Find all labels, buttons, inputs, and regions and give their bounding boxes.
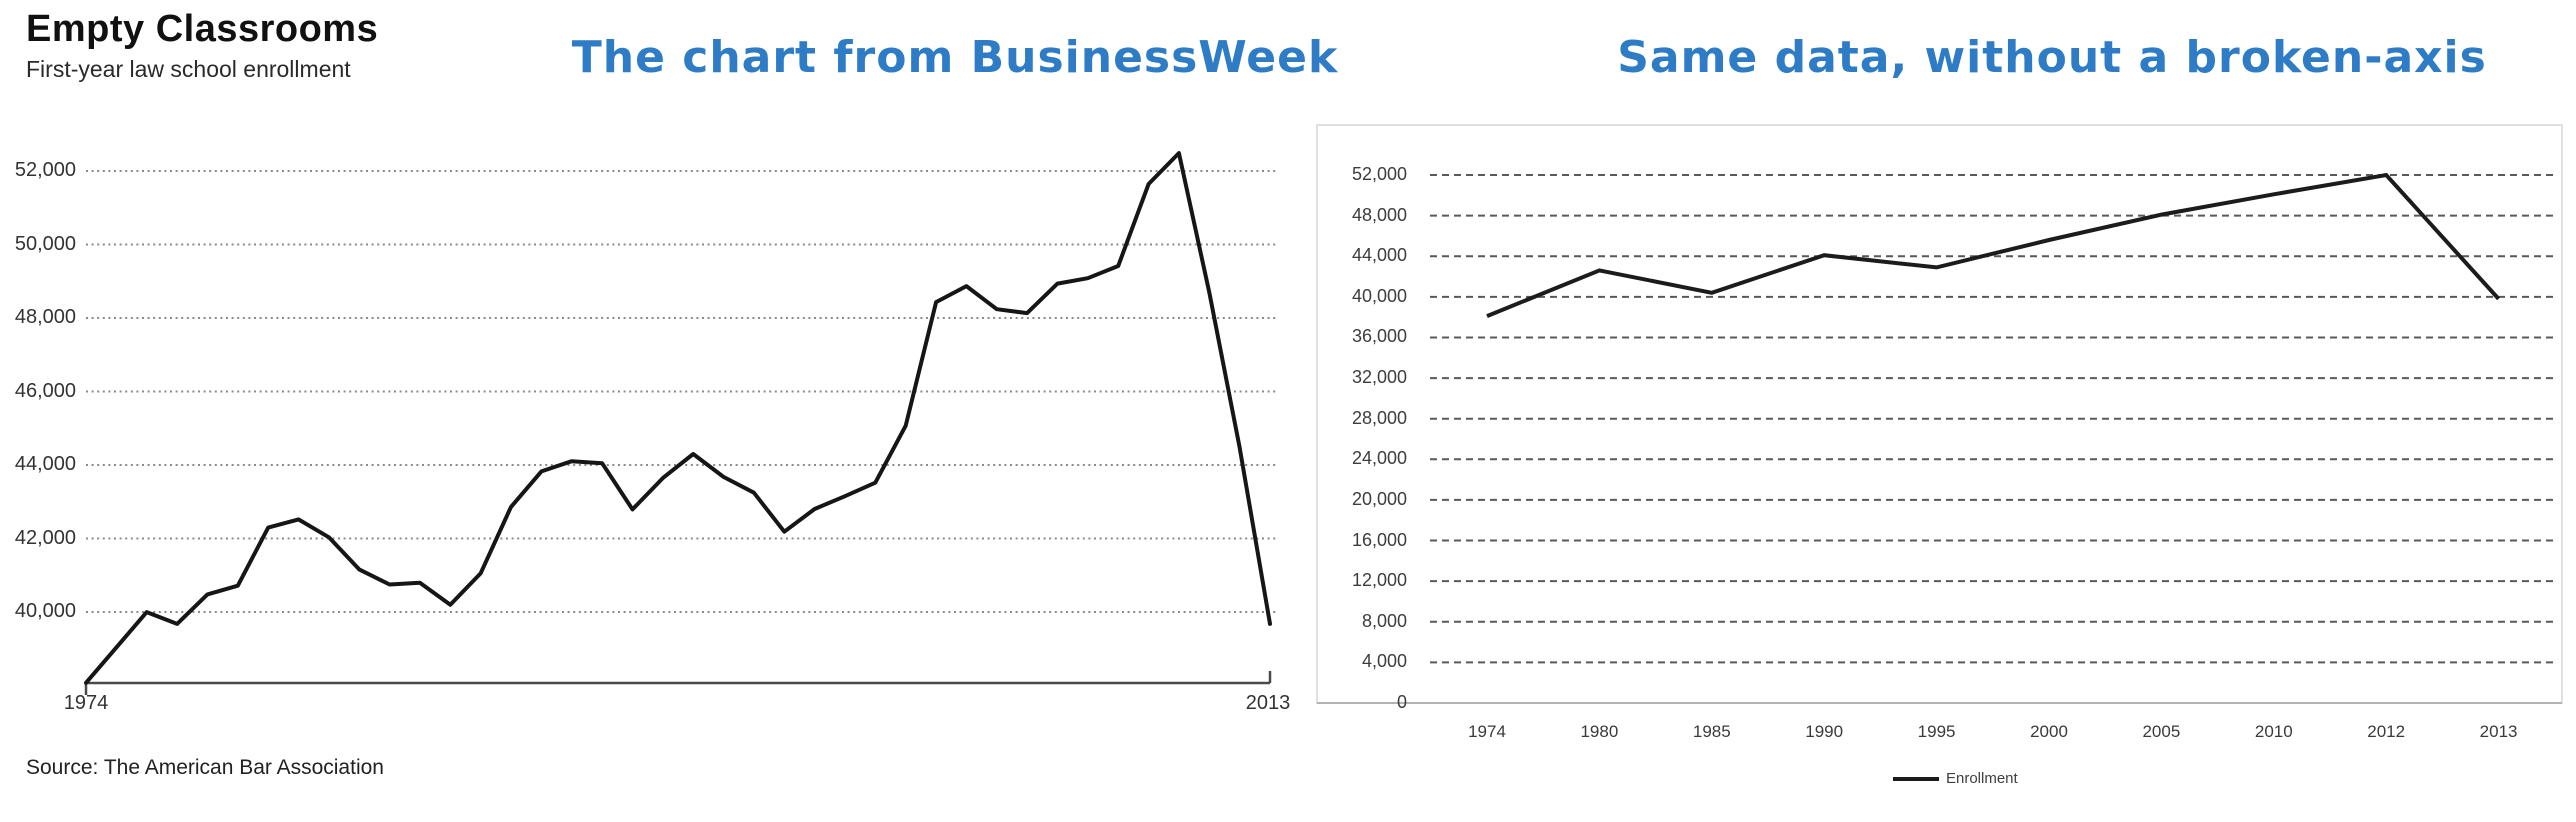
right-xaxis-label: 1985 (1692, 722, 1731, 741)
right-yaxis-label: 4,000 (1361, 651, 1407, 672)
right-yaxis-label: 0 (1396, 692, 1407, 712)
right-yaxis-label: 48,000 (1351, 204, 1407, 225)
right-xaxis-label: 1974 (1468, 722, 1506, 741)
source-note: Source: The American Bar Association (26, 756, 384, 779)
left-yaxis-label: 50,000 (14, 232, 76, 255)
left-xaxis-label-first: 1974 (63, 692, 109, 714)
left-chart-subtitle: First-year law school enrollment (26, 56, 351, 82)
left-xaxis-label-last: 2013 (1245, 692, 1291, 714)
right-yaxis-label: 20,000 (1351, 488, 1407, 509)
right-xaxis-label: 2005 (2142, 722, 2181, 741)
right-chart-legend: Enrollment (1893, 770, 2018, 787)
right-xaxis-label: 2012 (2367, 722, 2406, 741)
right-yaxis-label: 52,000 (1351, 164, 1407, 184)
enrollment-line-zero-baseline (1486, 172, 2501, 318)
right-yaxis-label: 12,000 (1351, 570, 1407, 591)
right-xaxis-label: 1990 (1805, 722, 1844, 741)
right-yaxis-label: 28,000 (1351, 407, 1407, 428)
right-yaxis-label: 40,000 (1351, 285, 1407, 306)
left-yaxis-label: 48,000 (14, 306, 76, 328)
right-yaxis-label: 8,000 (1361, 610, 1407, 631)
right-xaxis-label: 2010 (2254, 722, 2293, 741)
right-yaxis-label: 24,000 (1351, 448, 1407, 469)
right-xaxis-label: 2013 (2479, 722, 2518, 741)
right-yaxis-label: 44,000 (1351, 245, 1407, 266)
annotation-businessweek: The chart from BusinessWeek (571, 32, 1339, 83)
left-chart-title: Empty Classrooms (26, 8, 379, 50)
left-yaxis-label: 52,000 (14, 159, 76, 181)
left-yaxis-label: 46,000 (14, 379, 76, 402)
legend-label: Enrollment (1946, 770, 2018, 787)
left-yaxis-label: 44,000 (14, 453, 76, 475)
right-yaxis-label: 36,000 (1351, 326, 1407, 347)
left-yaxis-label: 42,000 (14, 526, 76, 549)
right-xaxis-label: 1980 (1580, 722, 1619, 741)
enrollment-line-businessweek (84, 151, 1272, 685)
right-yaxis-label: 16,000 (1351, 529, 1407, 550)
right-xaxis-label: 2000 (2030, 722, 2068, 741)
left-yaxis-label: 40,000 (14, 600, 76, 622)
legend-line-icon (1893, 776, 1939, 781)
right-xaxis-label: 1995 (1917, 722, 1956, 741)
right-plot-border (1316, 124, 2563, 704)
annotation-no-broken-axis: Same data, without a broken-axis (1617, 32, 2487, 83)
right-yaxis-label: 32,000 (1351, 367, 1407, 388)
